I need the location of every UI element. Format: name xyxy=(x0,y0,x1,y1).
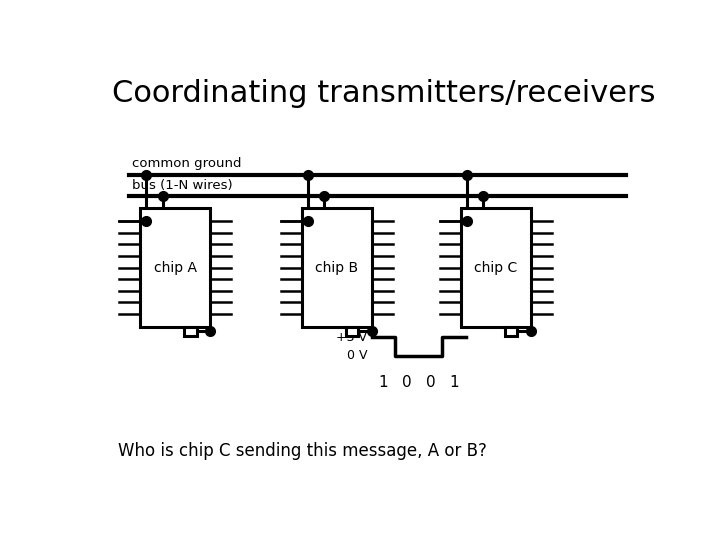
Text: chip B: chip B xyxy=(315,260,359,274)
Bar xyxy=(346,327,359,336)
Bar xyxy=(461,208,531,327)
Text: 0 V: 0 V xyxy=(347,349,367,362)
Text: chip A: chip A xyxy=(153,260,197,274)
Text: common ground: common ground xyxy=(132,157,241,170)
Bar xyxy=(184,327,197,336)
Text: 0: 0 xyxy=(402,375,412,389)
Text: Coordinating transmitters/receivers: Coordinating transmitters/receivers xyxy=(112,79,656,109)
Text: 0: 0 xyxy=(426,375,435,389)
Bar xyxy=(140,208,210,327)
Bar xyxy=(302,208,372,327)
Bar xyxy=(505,327,518,336)
Text: Who is chip C sending this message, A or B?: Who is chip C sending this message, A or… xyxy=(117,442,487,461)
Text: bus (1-N wires): bus (1-N wires) xyxy=(132,179,233,192)
Text: chip C: chip C xyxy=(474,260,518,274)
Text: 1: 1 xyxy=(379,375,388,389)
Text: 1: 1 xyxy=(449,375,459,389)
Text: +3 V: +3 V xyxy=(336,330,367,343)
